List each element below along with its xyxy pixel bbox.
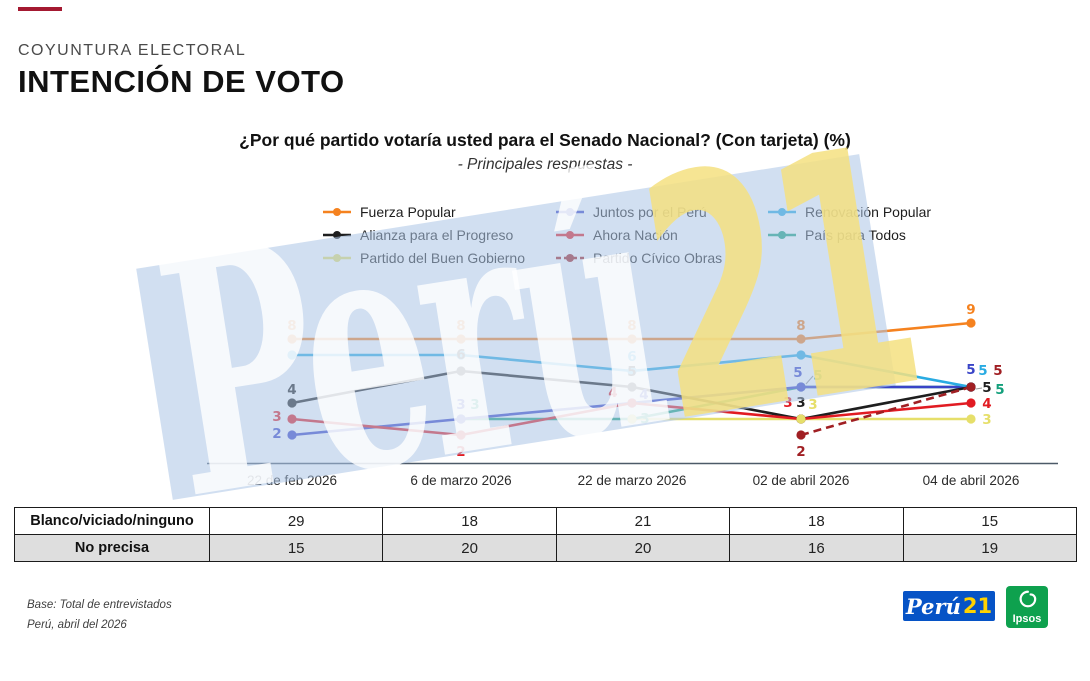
data-point-fuerza_popular [627,334,637,344]
data-point-ahora_nacion [456,430,466,440]
ipsos-logo: Ipsos [1006,586,1048,628]
point-label-partido_civico_obras: 5 [993,363,1002,379]
table-cell: 20 [555,534,731,562]
chart-title: ¿Por qué partido votaría usted para el S… [239,130,851,150]
section-kicker: COYUNTURA ELECTORAL [18,42,247,59]
table-cell: 16 [729,534,904,562]
point-label-juntos_por_el_peru: 3 [456,397,465,413]
point-label-juntos_por_el_peru: 5 [793,365,802,381]
table-cell: 15 [208,534,384,562]
table-row-label: No precisa [14,534,210,562]
point-label-ahora_nacion: 4 [982,396,991,412]
point-label-pais_para_todos: 5 [995,382,1004,398]
x-axis-label: 22 de marzo 2026 [577,473,687,488]
point-label-ahora_nacion: 3 [783,395,792,411]
data-point-partido_del_buen_gobierno [627,414,637,424]
point-label-alianza_para_el_progreso: 5 [982,380,991,396]
point-label-renovacion_popular: 6 [627,349,636,365]
point-label-juntos_por_el_peru: 4 [639,387,648,403]
data-point-fuerza_popular [966,318,976,328]
peru21-logo: Perú 21 [903,591,995,621]
data-point-ahora_nacion [627,398,637,408]
point-label-fuerza_popular: 9 [966,302,975,318]
point-label-pais_para_todos: 5 [813,368,822,384]
point-label-partido_del_buen_gobierno: 3 [982,412,991,428]
table-cell: 18 [382,507,557,535]
base-note-line1: Base: Total de entrevistados [27,599,172,611]
x-axis-label: 02 de abril 2026 [752,473,850,488]
x-axis-label: 04 de abril 2026 [922,473,1020,488]
table-row: No precisa 15 20 20 16 19 [14,534,1077,562]
data-point-fuerza_popular [456,334,466,344]
data-point-fuerza_popular [287,334,297,344]
summary-table: Blanco/viciado/ninguno 29 18 21 18 15 No preci… [14,507,1077,562]
table-row: Blanco/viciado/ninguno 29 18 21 18 15 [14,507,1077,535]
point-label-partido_del_buen_gobierno: 3 [808,397,817,413]
point-label-alianza_para_el_progreso: 6 [456,347,465,363]
point-label-renovacion_popular: 5 [978,363,987,379]
data-point-renovacion_popular [287,350,297,360]
point-label-fuerza_popular: 8 [627,318,636,334]
point-label-ahora_nacion: 3 [272,409,281,425]
table-cell: 19 [902,534,1077,562]
data-point-partido_del_buen_gobierno [796,414,806,424]
point-label-ahora_nacion: 4 [608,385,617,401]
data-point-alianza_para_el_progreso [456,366,466,376]
data-point-juntos_por_el_peru [796,382,806,392]
point-label-juntos_por_el_peru: 2 [272,426,281,442]
point-label-ahora_nacion: 2 [456,444,465,460]
point-label-juntos_por_el_peru: 5 [966,362,975,378]
table-cell: 15 [902,507,1077,535]
point-label-alianza_para_el_progreso: 3 [796,395,805,411]
table-cell: 21 [555,507,731,535]
point-label-pais_para_todos: 3 [470,397,479,413]
ipsos-swirl-icon [1019,590,1037,608]
point-label-partido_civico_obras: 2 [796,444,805,460]
table-cell: 18 [729,507,904,535]
data-point-ahora_nacion [287,414,297,424]
data-point-alianza_para_el_progreso [287,398,297,408]
table-row-label: Blanco/viciado/ninguno [14,507,210,535]
point-label-alianza_para_el_progreso: 5 [627,364,636,380]
point-label-alianza_para_el_progreso: 4 [287,382,296,398]
data-point-juntos_por_el_peru [287,430,297,440]
point-label-pais_para_todos: 3 [640,411,649,427]
base-note-line2: Perú, abril del 2026 [27,619,127,631]
data-point-fuerza_popular [796,334,806,344]
x-axis-label: 22 de feb 2026 [246,473,338,488]
table-cell: 29 [208,507,384,535]
point-label-fuerza_popular: 8 [287,318,296,334]
data-point-juntos_por_el_peru [456,414,466,424]
data-point-ahora_nacion [966,398,976,408]
base-note: Base: Total de entrevistados Perú, abril… [27,595,172,635]
data-point-partido_del_buen_gobierno [966,414,976,424]
data-point-renovacion_popular [796,350,806,360]
point-label-fuerza_popular: 8 [796,318,805,334]
table-cell: 20 [382,534,557,562]
data-point-partido_civico_obras [796,430,806,440]
x-axis-label: 6 de marzo 2026 [410,473,512,488]
data-point-partido_civico_obras [966,382,976,392]
data-point-alianza_para_el_progreso [627,382,637,392]
accent-bar [18,7,62,11]
point-label-fuerza_popular: 8 [456,318,465,334]
page-title: INTENCIÓN DE VOTO [18,64,345,99]
